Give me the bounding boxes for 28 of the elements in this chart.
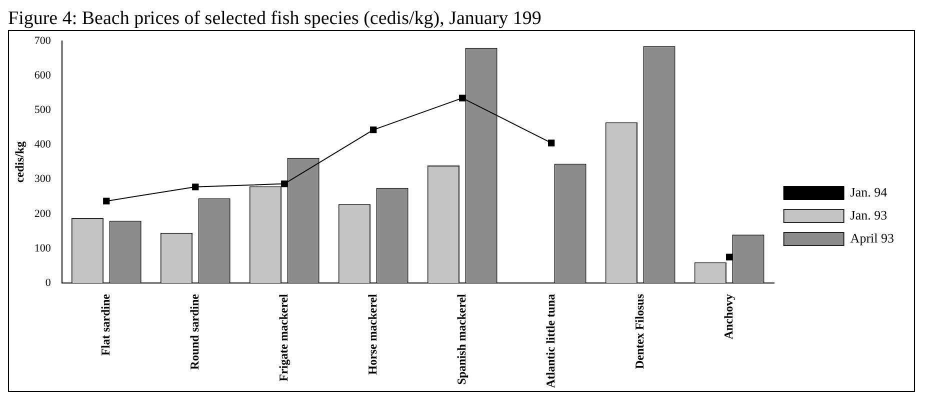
x-tick-label: Frigate mackerel (276, 293, 290, 382)
chart-title: Figure 4: Beach prices of selected fish species (cedis/kg), January 199 (8, 8, 542, 30)
point (459, 94, 466, 102)
x-tick-label: Anchovy (721, 294, 736, 340)
point (281, 180, 288, 188)
y-tick-label: 200 (34, 208, 52, 220)
point (726, 254, 733, 260)
x-tick-label: Flat sardine (98, 293, 112, 356)
legend-label: Jan. 93 (850, 207, 888, 222)
y-tick-label: 300 (34, 173, 52, 186)
legend-label: April 93 (850, 230, 894, 246)
point (192, 184, 199, 190)
y-tick-label: 400 (34, 138, 52, 151)
x-tick-label: Round sardine (187, 293, 202, 370)
x-tick-label: Spanish mackerel (454, 293, 468, 385)
point (548, 140, 555, 146)
y-tick-label: 600 (34, 69, 52, 82)
x-tick-label: Dentex Filosus (632, 294, 646, 370)
y-tick-label: 100 (34, 242, 52, 254)
y-tick-label: 0 (45, 276, 52, 289)
x-tick-label: Atlantic little tuna (543, 294, 558, 388)
point (370, 126, 377, 134)
y-tick-label: 500 (34, 104, 52, 116)
point (103, 198, 110, 204)
legend-label: Jan. 94 (850, 184, 888, 200)
x-tick-label: Horse mackerel (365, 293, 380, 375)
y-tick-label: 700 (34, 34, 52, 47)
y-axis-title: cedis/kg (12, 141, 26, 183)
